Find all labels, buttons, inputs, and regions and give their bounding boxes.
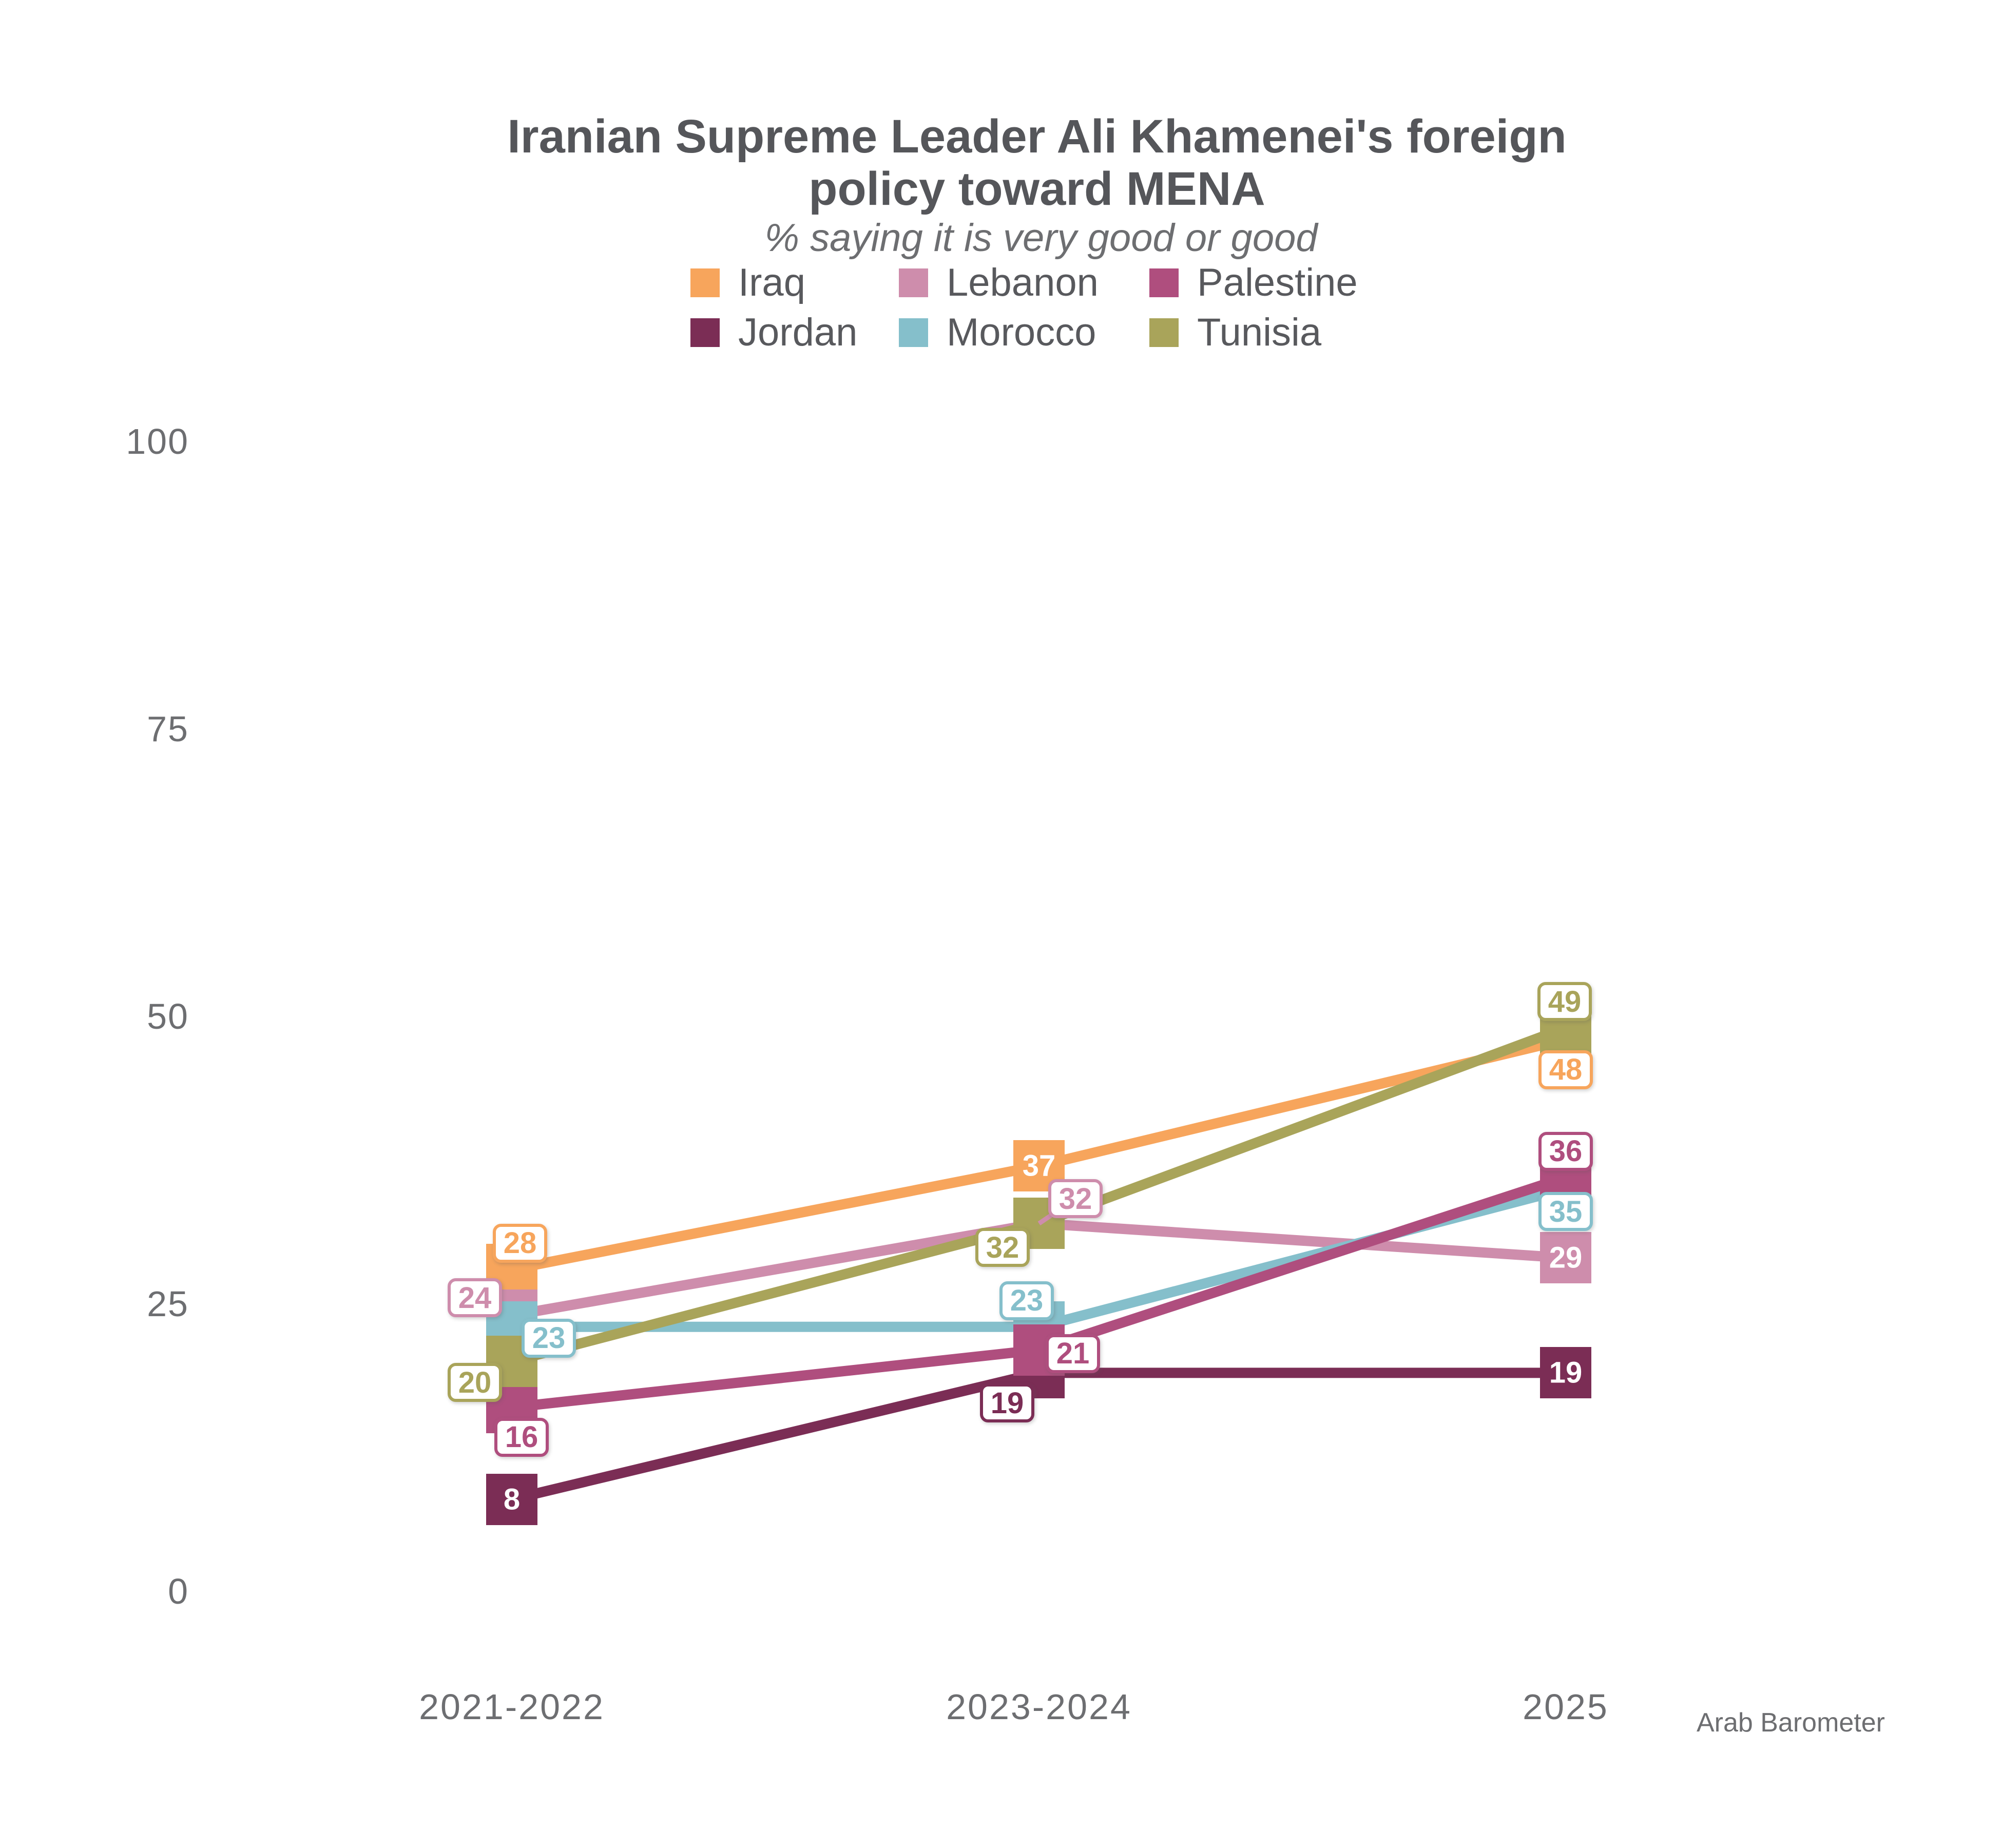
value-label-iraq-2021-2022: 28 <box>493 1223 547 1263</box>
legend-item-iraq: Iraq <box>690 261 805 304</box>
value-label-morocco-2023-2024: 23 <box>999 1281 1054 1320</box>
value-label-iraq-2025: 48 <box>1538 1050 1593 1089</box>
value-label-morocco-2021-2022: 23 <box>522 1318 576 1358</box>
marker-jordan-2021-2022 <box>486 1473 537 1525</box>
legend-item-morocco: Morocco <box>899 311 1096 354</box>
value-label-tunisia-2025: 49 <box>1537 982 1592 1022</box>
legend-swatch-jordan <box>690 318 720 347</box>
y-tick-100: 100 <box>126 421 189 461</box>
value-label-tunisia-2021-2022: 20 <box>448 1363 502 1402</box>
legend-swatch-tunisia <box>1149 318 1179 347</box>
x-tick-2025: 2025 <box>1523 1687 1609 1727</box>
value-label-iraq-2023-2024: 37 <box>1022 1149 1056 1183</box>
source-credit: Arab Barometer <box>1696 1708 1885 1738</box>
legend-swatch-iraq <box>690 268 720 297</box>
x-tick-2023-2024: 2023-2024 <box>946 1687 1132 1727</box>
legend-label-iraq: Iraq <box>738 261 805 304</box>
value-label-jordan-2025: 19 <box>1549 1356 1583 1390</box>
marker-jordan-2025 <box>1540 1347 1591 1399</box>
legend-label-palestine: Palestine <box>1197 261 1358 304</box>
chart-title-line-1: Iranian Supreme Leader Ali Khamenei's fo… <box>507 110 1567 163</box>
value-label-jordan-2021-2022: 8 <box>503 1483 521 1516</box>
legend-item-jordan: Jordan <box>690 311 858 354</box>
legend-swatch-palestine <box>1149 268 1179 297</box>
y-tick-75: 75 <box>147 709 189 749</box>
value-label-tunisia-2023-2024: 32 <box>975 1228 1030 1267</box>
value-label-palestine-2025: 36 <box>1538 1131 1593 1171</box>
value-label-palestine-2021-2022: 16 <box>494 1417 549 1457</box>
value-label-lebanon-2023-2024: 32 <box>1048 1179 1103 1219</box>
legend-swatch-morocco <box>899 318 928 347</box>
value-label-lebanon-2021-2022: 24 <box>448 1278 502 1318</box>
y-tick-50: 50 <box>147 996 189 1036</box>
legend-swatch-lebanon <box>899 268 928 297</box>
legend-item-lebanon: Lebanon <box>899 261 1099 304</box>
value-label-lebanon-2025: 29 <box>1549 1241 1583 1275</box>
chart-title-line-2: policy toward MENA <box>808 163 1265 215</box>
value-label-jordan-2023-2024: 19 <box>980 1383 1034 1423</box>
value-label-morocco-2025: 35 <box>1538 1192 1593 1231</box>
legend-label-jordan: Jordan <box>738 311 858 354</box>
legend-item-palestine: Palestine <box>1149 261 1358 304</box>
value-label-palestine-2023-2024: 21 <box>1046 1334 1100 1373</box>
y-tick-25: 25 <box>147 1284 189 1324</box>
legend-label-morocco: Morocco <box>947 311 1096 354</box>
x-tick-2021-2022: 2021-2022 <box>419 1687 605 1727</box>
legend-label-lebanon: Lebanon <box>947 261 1099 304</box>
marker-lebanon-2025 <box>1540 1232 1591 1284</box>
chart-subtitle: % saying it is very good or good <box>764 216 1318 260</box>
y-tick-0: 0 <box>168 1571 189 1611</box>
legend-label-tunisia: Tunisia <box>1197 311 1322 354</box>
legend-item-tunisia: Tunisia <box>1149 311 1322 354</box>
